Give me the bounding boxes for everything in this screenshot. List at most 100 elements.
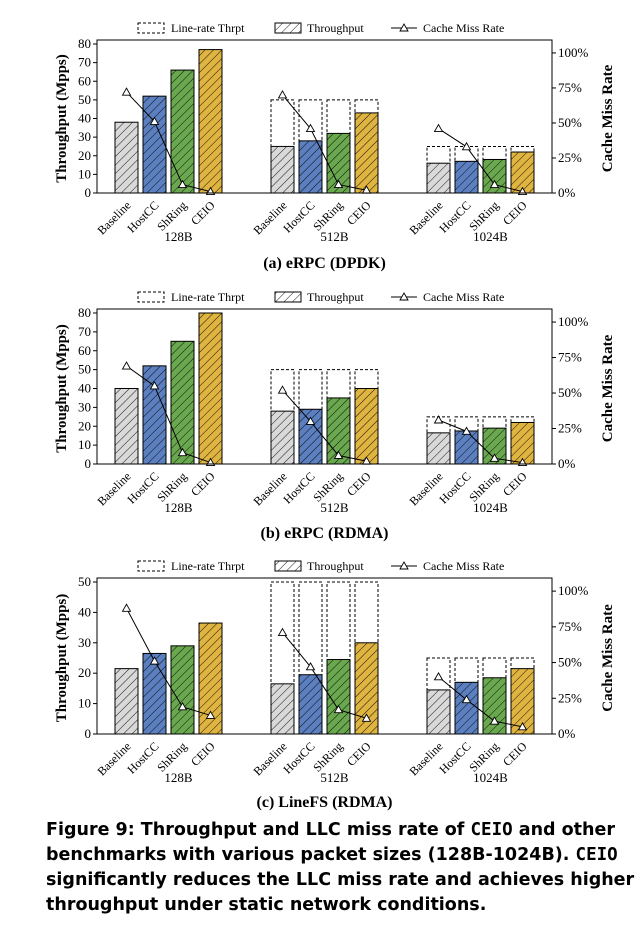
miss-rate-line [282,632,367,719]
legend-label-throughput: Throughput [307,290,364,304]
throughput-bar-hatch [115,388,138,464]
group-label: 128B [164,500,193,515]
miss-rate-marker [517,721,528,731]
y-tick-label: 80 [78,36,91,51]
legend-label-throughput: Throughput [307,21,364,35]
miss-rate-marker [121,603,132,612]
miss-rate-line [126,91,211,193]
y2-tick-label: 100% [558,314,589,329]
throughput-bar-hatch [171,645,194,734]
legend-label-line-rate: Line-rate Thrpt [171,21,245,35]
group-label: 1024B [473,500,508,515]
x-tick-label: Baseline [250,198,289,237]
x-tick-label: HostCC [436,739,473,776]
x-tick-label: HostCC [436,198,473,235]
group-label: 128B [164,770,193,785]
miss-rate-line [438,676,523,728]
y-tick-label: 0 [85,185,92,200]
miss-rate-marker [177,447,188,457]
x-tick-label: CEIO [500,739,530,769]
subplot-title: (b) eRPC (RDMA) [261,525,389,542]
y-tick-label: 50 [78,92,91,107]
miss-rate-marker [461,141,472,151]
miss-rate-marker [149,656,160,665]
plot-frame [96,577,553,735]
legend-label-throughput: Throughput [307,559,364,573]
legend-swatch-miss-marker [399,23,409,32]
miss-rate-marker [277,385,288,394]
throughput-bar-hatch [115,668,138,734]
legend-label-miss: Cache Miss Rate [423,21,504,35]
x-tick-label: CEIO [500,469,530,499]
x-tick-label: Baseline [406,739,445,778]
throughput-bar-hatch [271,411,294,464]
throughput-bar-hatch [427,689,450,734]
y-tick-label: 70 [78,55,91,70]
caption-part: significantly reduces the LLC miss rate … [46,870,635,915]
x-tick-label: CEIO [344,469,374,499]
throughput-bar-hatch [455,161,478,193]
miss-rate-marker [177,701,188,711]
legend-swatch-throughput [274,291,302,303]
x-tick-label: CEIO [188,469,218,499]
miss-rate-marker [333,450,344,459]
miss-rate-marker [177,179,188,189]
throughput-bar-hatch [511,152,534,193]
caption-code: CEIO [575,845,618,865]
throughput-bar-hatch [171,341,194,464]
y2-tick-label: 50% [558,115,582,130]
x-tick-label: Baseline [94,469,133,508]
throughput-bar-hatch [327,659,350,734]
legend-swatch-line-rate [137,291,165,303]
miss-rate-marker [149,116,160,126]
throughput-bar-hatch [355,642,378,734]
caption-part: Figure 9: Throughput and LLC miss rate o… [46,820,471,840]
legend-swatch-throughput [274,22,302,34]
x-tick-label: Baseline [250,739,289,778]
miss-rate-marker [277,627,288,637]
miss-rate-line [126,365,211,464]
throughput-bar-hatch [511,668,534,734]
throughput-bar-hatch [143,653,166,734]
y-tick-label: 40 [78,381,91,396]
x-tick-label: Baseline [94,198,133,237]
x-tick-label: HostCC [280,739,317,776]
y-tick-label: 20 [78,665,91,680]
y2-tick-label: 100% [558,583,589,598]
miss-rate-marker [333,179,344,189]
throughput-bar-hatch [299,674,322,734]
throughput-bar-hatch [427,432,450,464]
x-tick-label: CEIO [500,198,530,228]
miss-rate-marker [361,713,372,722]
plot-frame [96,308,553,465]
legend-swatch-miss-marker [399,292,409,301]
miss-rate-marker [205,710,216,719]
miss-rate-marker [333,704,344,714]
throughput-bar-hatch [483,677,506,734]
x-tick-label: HostCC [124,739,161,776]
y2-tick-label: 25% [558,690,582,705]
y-axis-label: Throughput (Mpps) [54,594,70,723]
group-label: 128B [164,229,193,244]
caption-code: CEIO [470,820,513,840]
legend-swatch-line-rate [137,560,165,572]
y-tick-label: 10 [78,166,91,181]
throughput-bar-hatch [427,163,450,193]
subplot-title: (a) eRPC (DPDK) [263,255,386,272]
group-label: 1024B [473,229,508,244]
throughput-bar-hatch [199,313,222,464]
legend-label-line-rate: Line-rate Thrpt [171,559,245,573]
y-axis-label: Throughput (Mpps) [54,324,70,453]
throughput-bar-hatch [299,409,322,464]
subplot-title: (c) LineFS (RDMA) [257,794,393,811]
y-tick-label: 60 [78,343,91,358]
miss-rate-marker [433,123,444,133]
x-tick-label: Baseline [94,739,133,778]
miss-rate-marker [277,90,288,99]
miss-rate-line [282,94,367,191]
x-tick-label: Baseline [250,469,289,508]
throughput-bar-hatch [455,430,478,464]
legend-swatch-line-rate [137,22,165,34]
miss-rate-marker [305,416,316,425]
